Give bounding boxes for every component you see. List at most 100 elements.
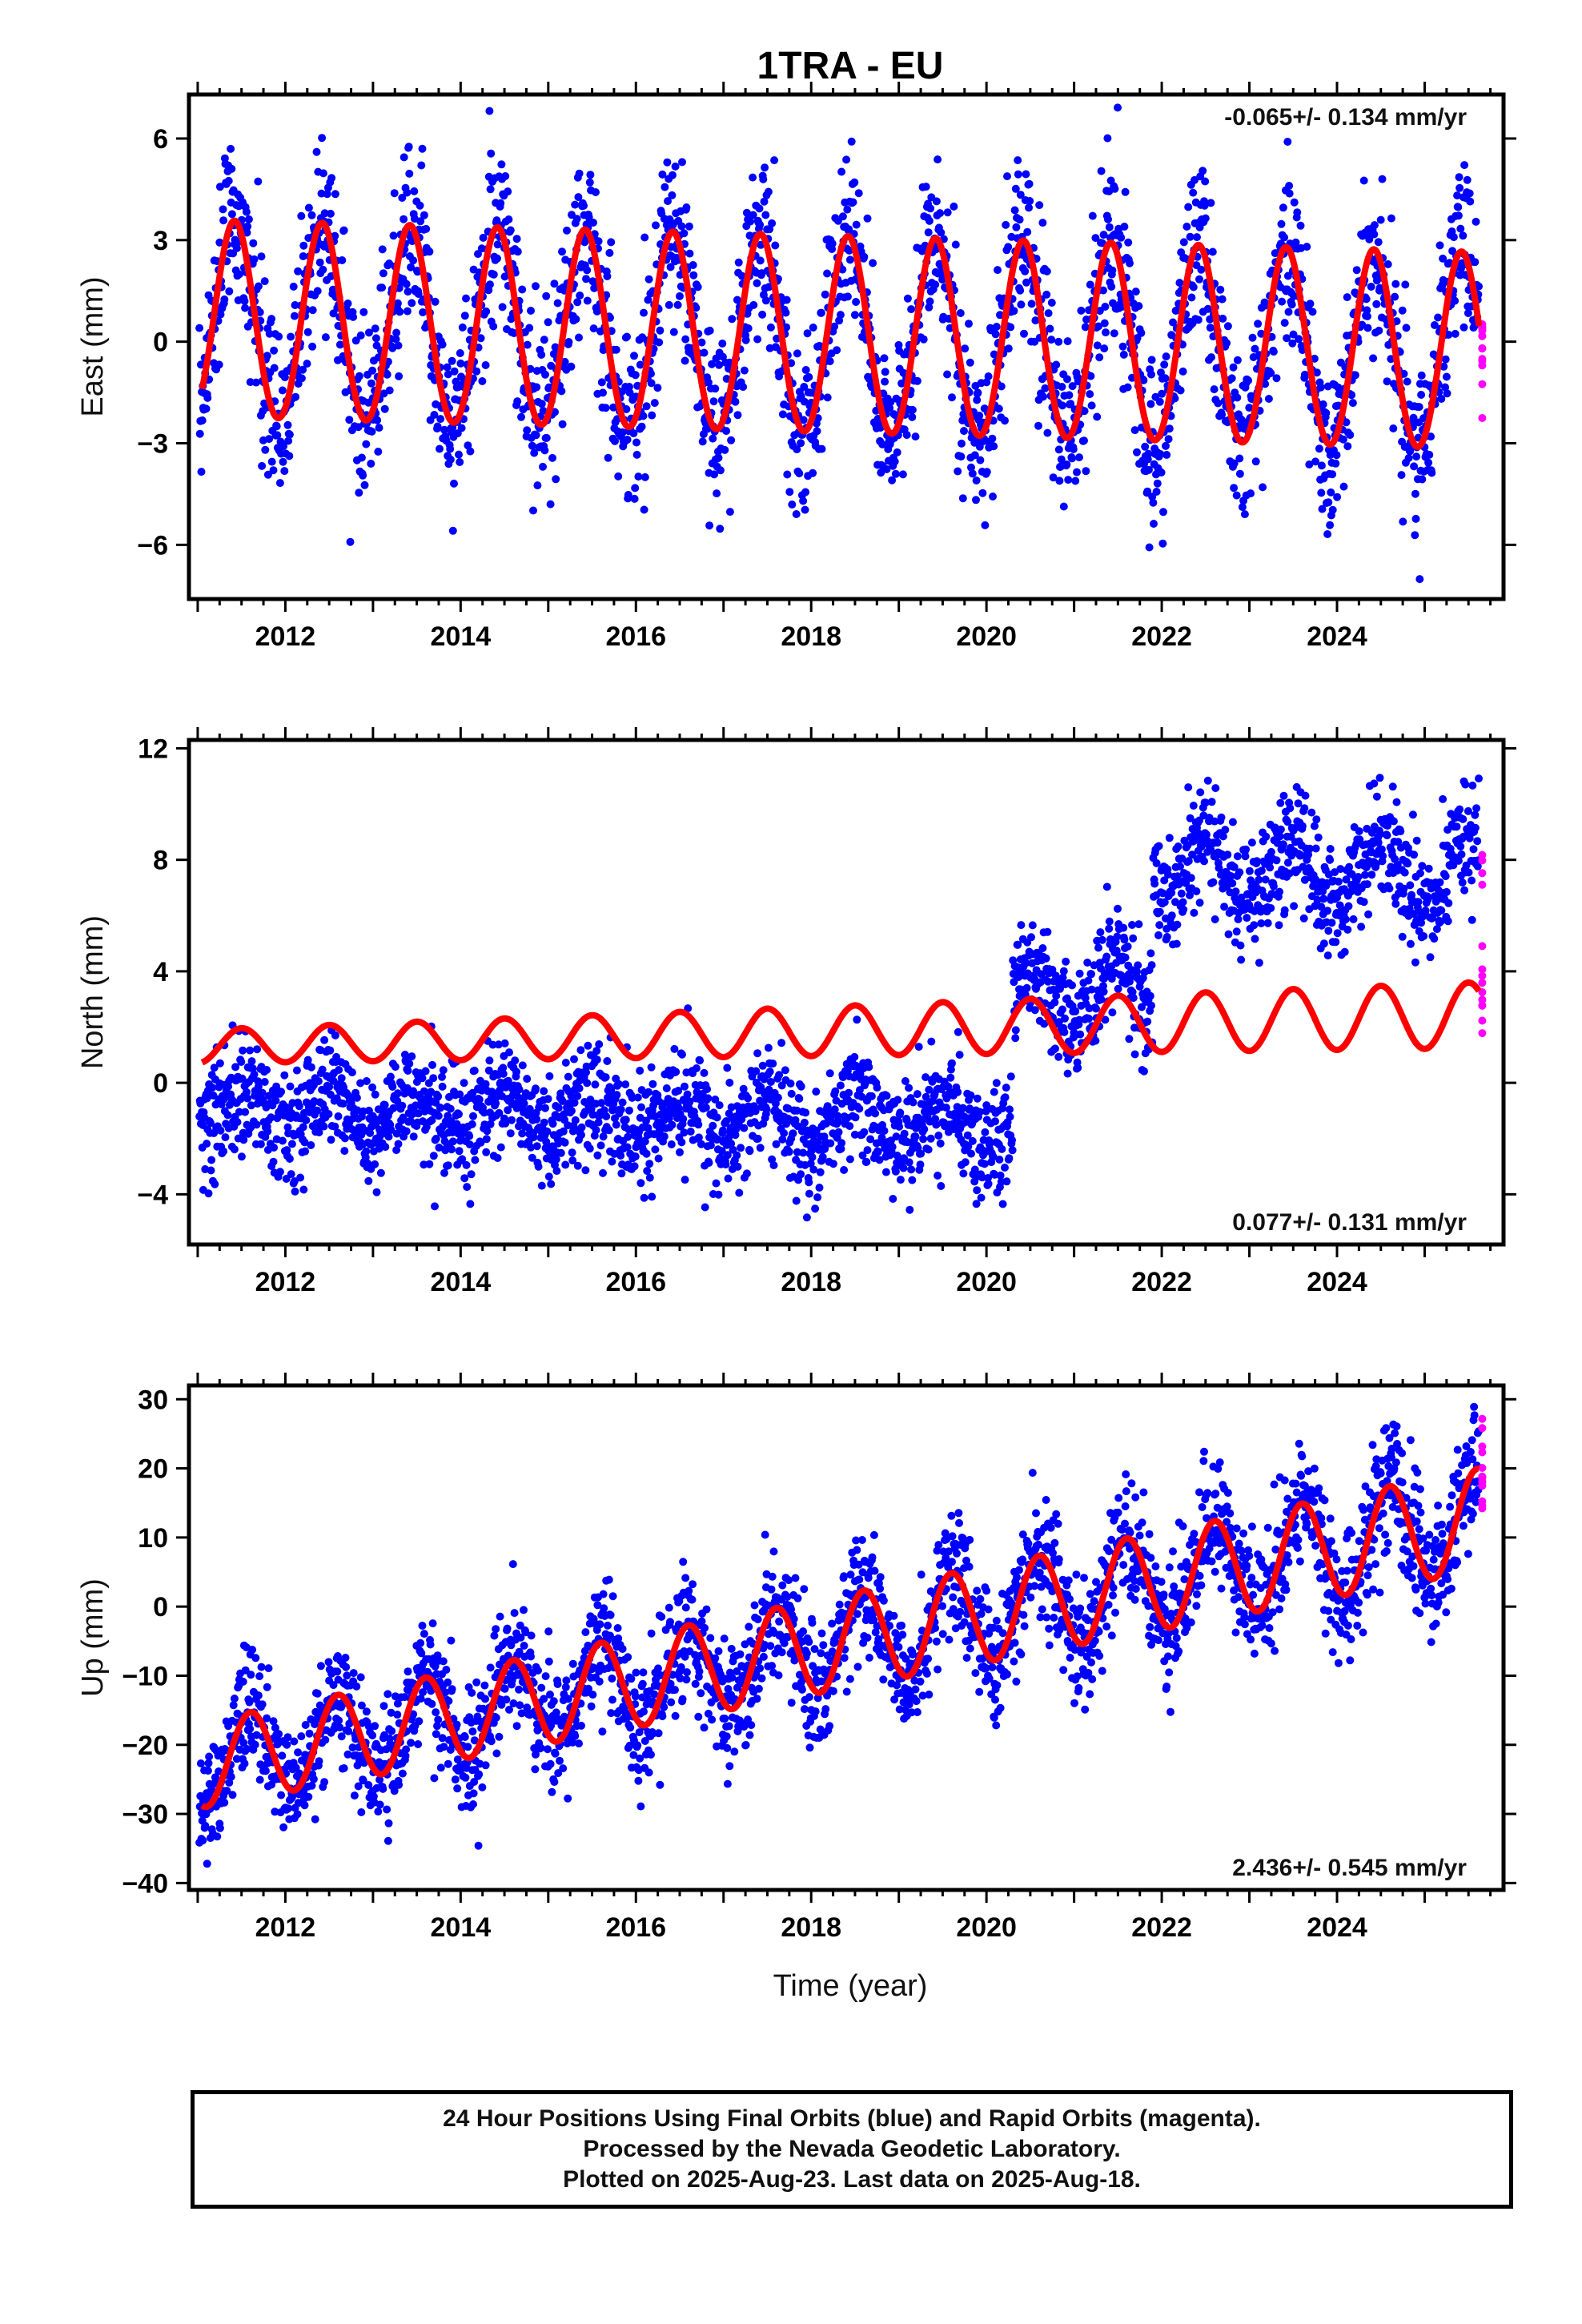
data-point [622,405,631,413]
data-point [710,470,719,479]
data-point [1272,374,1281,383]
data-point [1182,223,1191,231]
data-point [564,1072,572,1081]
data-point [394,341,403,350]
data-point [851,1113,860,1122]
data-point [1418,475,1427,484]
data-point [419,308,428,316]
data-point [771,241,780,250]
data-point [667,1140,676,1148]
data-point [1290,198,1299,207]
data-point [556,1148,565,1157]
data-point [429,1152,438,1160]
data-point [671,162,680,171]
data-point [299,1123,307,1132]
data-point [227,144,235,153]
data-point [1208,247,1217,256]
data-point [1049,473,1058,482]
data-point [1093,412,1102,421]
data-point [460,1079,468,1088]
data-point [805,1189,813,1198]
data-point [911,432,920,441]
data-point [843,292,852,301]
data-point [436,1104,445,1112]
data-point [463,1183,472,1192]
data-point [408,1052,416,1061]
data-point [586,171,595,179]
data-point [1272,856,1281,865]
data-point [539,462,547,471]
data-point [1276,798,1285,807]
data-point [275,479,284,488]
data-point [1278,297,1287,306]
data-point [215,1059,224,1068]
panel-2-final-orbit-points [195,774,1483,1222]
data-point [721,1160,730,1169]
data-point [1155,397,1164,406]
data-point [599,388,607,397]
data-point [1262,832,1271,841]
data-point [705,521,714,530]
data-point [982,468,991,476]
data-point [664,197,672,206]
data-point [527,307,535,315]
data-point [547,1180,556,1188]
data-point [937,1182,946,1190]
data-point [711,384,720,393]
data-point [1022,983,1031,992]
data-point [731,397,740,406]
data-point [1004,344,1013,353]
rapid-point [1478,355,1487,364]
data-point [734,258,743,267]
data-point [542,292,551,300]
data-point [460,312,469,320]
data-point [1052,991,1061,1000]
data-point [1459,231,1468,240]
data-point [532,1142,541,1151]
data-point [1054,1052,1063,1061]
data-point [380,404,389,413]
data-point [297,374,306,383]
data-point [658,170,667,179]
data-point [616,1105,625,1114]
data-point [782,296,791,304]
data-point [1001,1093,1010,1102]
data-point [1232,491,1241,500]
data-point [540,336,548,344]
data-point [476,334,485,343]
data-point [976,456,985,464]
data-point [823,269,832,278]
data-point [988,434,997,443]
data-point [1177,889,1186,898]
data-point [1162,451,1171,459]
data-point [718,1126,727,1135]
data-point [1403,377,1411,386]
data-point [504,187,512,196]
data-point [1179,905,1188,914]
data-point [1020,329,1028,338]
data-point [267,457,276,466]
data-point [443,363,452,372]
data-point [575,169,584,178]
data-point [735,1188,744,1197]
data-point [924,228,933,237]
data-point [919,335,928,344]
data-point [351,336,360,345]
data-point [557,387,566,396]
data-point [295,1102,303,1111]
data-point [948,393,956,402]
data-point [1398,306,1407,315]
data-point [1218,295,1227,304]
data-point [607,238,616,247]
data-point [456,458,464,466]
data-point [404,1067,412,1075]
data-point [285,430,294,439]
data-point [1087,401,1096,410]
data-point [409,256,418,265]
data-point [237,1058,246,1066]
data-point [1372,300,1381,308]
data-point [881,368,889,376]
data-point [632,438,640,447]
data-point [603,1057,612,1065]
data-point [838,212,847,221]
